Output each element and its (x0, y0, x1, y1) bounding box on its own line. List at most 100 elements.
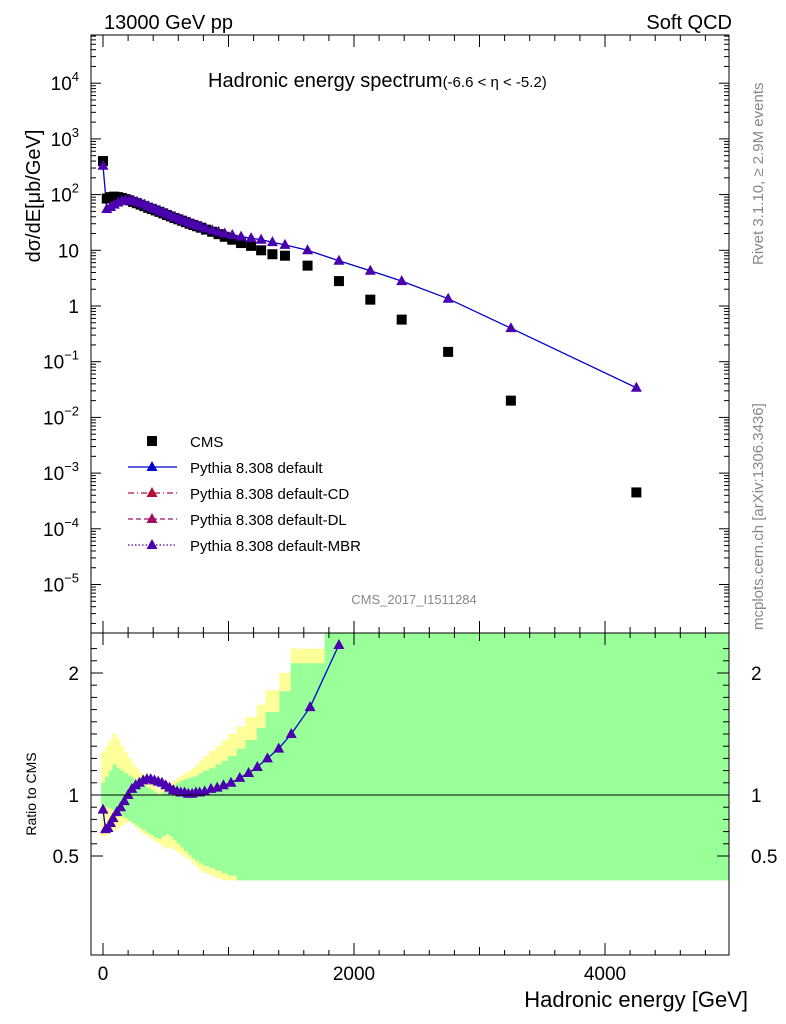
stat-band-bin (245, 740, 258, 881)
uncertainty-bands (101, 633, 730, 881)
stat-band-bin (116, 768, 121, 814)
cms-data-point (236, 238, 247, 249)
stat-band-bin (221, 760, 229, 874)
ratio-y-tick-label-right: 2 (751, 664, 762, 685)
y-tick-label: 104 (51, 69, 79, 95)
cms-data-point (505, 395, 516, 406)
stat-band-bin (416, 633, 481, 881)
ratio-y-axis-label: Ratio to CMS (23, 752, 39, 835)
cms-data-point (302, 260, 313, 271)
chart-title-main: Hadronic energy spectrum (208, 70, 443, 92)
y-axis-label: dσ/dE[μb/GeV] (23, 130, 45, 263)
pythia-data-point (219, 227, 231, 238)
ratio-data-point (234, 771, 246, 782)
stat-band-bin (131, 777, 136, 824)
ratio-data-point (118, 795, 130, 806)
stat-band-bin (101, 782, 106, 806)
legend-label: Pythia 8.308 default-MBR (190, 538, 361, 555)
pythia-data-point (97, 159, 109, 170)
main-y-ticks: 10−5 10−4 10−3 10−2 10−1 1 10 102 103 104 (43, 35, 729, 633)
ratio-y-tick-label-right: 0.5 (751, 847, 777, 868)
x-tick-label: 2000 (333, 964, 375, 985)
y-tick-label: 102 (51, 181, 79, 207)
cms-data-point (267, 249, 278, 260)
ratio-y-tick-label-right: 1 (751, 786, 762, 807)
ratio-data-point (225, 776, 237, 787)
ratio-data-point (243, 767, 255, 778)
legend-marker-triangle (146, 487, 158, 497)
stat-band-bin (138, 782, 144, 828)
rivet-version-label: Rivet 3.1.10, ≥ 2.9M events (750, 83, 767, 266)
cms-data-point (443, 346, 454, 357)
stat-band-bin (176, 782, 181, 844)
stat-band-bin (108, 770, 113, 809)
ratio-data-point (285, 728, 297, 738)
legend-marker-triangle (146, 513, 158, 523)
main-panel: 10−5 10−4 10−3 10−2 10−1 1 10 102 103 104 Hadroni… (23, 34, 730, 634)
stat-band-bin (119, 770, 125, 816)
legend-entry: Pythia 8.308 default-DL (128, 512, 347, 529)
stat-band-bin (290, 663, 326, 881)
ratio-data-point (122, 789, 134, 799)
header-right: Soft QCD (646, 12, 732, 34)
stat-band-bin (324, 633, 354, 881)
y-tick-label: 10−5 (43, 571, 79, 597)
mcplots-label: mcplots.cern.ch [arXiv:1306.3436] (750, 403, 767, 630)
legend-label: Pythia 8.308 default-DL (190, 512, 347, 529)
pythia-data-point (364, 264, 376, 275)
cms-data-point (333, 276, 344, 287)
stat-band-bin (180, 780, 185, 848)
stat-band-bin (209, 768, 216, 869)
pythia-data-point (630, 381, 642, 392)
stat-band-bin (157, 795, 162, 839)
ratio-y-tick-label: 2 (68, 664, 79, 685)
ratio-data-point (115, 801, 127, 812)
ratio-panel-frame (90, 632, 730, 956)
cms-data-point (279, 250, 290, 261)
ratio-data-point (333, 638, 345, 649)
legend-entry: Pythia 8.308 default (128, 460, 323, 477)
pythia-data-point (396, 275, 408, 286)
ratio-ticks: 0.5 0.5 1 1 2 2 0 2000 4000 (53, 633, 777, 985)
y-tick-label: 10−2 (43, 403, 79, 429)
stat-band-bin (480, 633, 543, 881)
legend-marker-triangle (146, 539, 158, 549)
ratio-y-tick-label: 1 (68, 786, 79, 807)
stat-band-bin (215, 764, 223, 871)
y-tick-label: 103 (51, 125, 79, 151)
stat-band-bin (387, 633, 417, 881)
legend-entry: Pythia 8.308 default-MBR (128, 538, 361, 555)
stat-band-bin (199, 773, 204, 864)
stat-band-bin (172, 785, 177, 841)
pythia-data-point (212, 225, 224, 236)
stat-band-bin (153, 792, 159, 838)
stat-band-bin (279, 691, 292, 881)
pythia-data-point (302, 244, 314, 255)
pythia-data-point (333, 254, 345, 265)
pythia-data-point (206, 224, 218, 235)
cms-data-point (227, 234, 238, 245)
ratio-panel: 0.5 0.5 1 1 2 2 0 2000 4000 Ratio to CMS Hadroni… (23, 632, 777, 1012)
y-tick-label: 10−3 (43, 459, 79, 485)
ratio-data-point (107, 812, 119, 823)
pythia-data-point (266, 236, 278, 247)
stat-band-bin (112, 764, 117, 811)
stat-band-bin (541, 633, 730, 881)
y-tick-label: 10−4 (43, 515, 79, 541)
legend-label: CMS (190, 434, 223, 451)
stat-band-bin (236, 748, 246, 881)
ratio-data-marks (97, 638, 345, 834)
stat-band-bin (353, 633, 388, 881)
ratio-y-tick-label: 0.5 (53, 847, 79, 868)
stat-band-bin (135, 780, 140, 826)
legend-label: Pythia 8.308 default-CD (190, 486, 349, 503)
cms-data-point (631, 487, 642, 498)
main-panel-frame (90, 34, 730, 634)
analysis-id-label: CMS_2017_I1511284 (351, 592, 477, 607)
stat-band-bin (142, 785, 147, 831)
pythia-data-point (235, 230, 247, 241)
stat-band-bin (104, 776, 110, 808)
stat-band-bin (227, 755, 238, 876)
x-tick-label: 0 (98, 964, 109, 985)
